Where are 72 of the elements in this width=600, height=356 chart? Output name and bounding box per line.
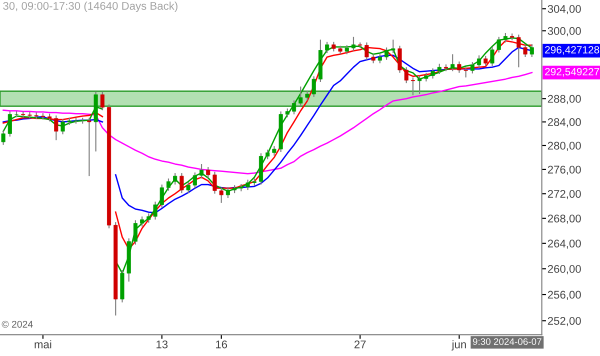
y-tick-label: 256,00 [548, 290, 581, 300]
chart-title: 30, 09:00-17:30 (14640 Days Back) [3, 2, 178, 12]
candlestick [378, 54, 382, 64]
x-tick-label: 13 [156, 340, 168, 348]
y-tick-label: 304,00 [548, 4, 581, 14]
y-tick-label: 260,00 [548, 265, 581, 274]
candlestick [166, 178, 171, 192]
y-tick-label: 280,00 [548, 142, 581, 151]
y-tick-label: 288,00 [548, 94, 581, 104]
candlestick [371, 54, 376, 64]
candlestick [173, 172, 178, 186]
candlestick [180, 172, 184, 194]
candlestick [516, 34, 521, 68]
candlestick [100, 91, 104, 111]
candlestick [60, 118, 65, 135]
candlestick [146, 212, 151, 224]
candlestick [404, 66, 408, 84]
candlestick [87, 117, 92, 177]
candlestick [246, 179, 250, 191]
candlestick [410, 76, 415, 96]
annotation: © 2024 [2, 320, 33, 328]
y-tick-label: 276,00 [548, 166, 581, 175]
candlestick [430, 68, 435, 80]
candlestick [140, 216, 144, 227]
x-tick-label: mai [34, 340, 52, 348]
candlestick [292, 100, 296, 115]
candlestick [212, 171, 217, 194]
candlestick [186, 182, 190, 194]
candlestick [226, 186, 230, 199]
text: 9:30 2024-06-07 [472, 338, 542, 345]
candlestick [384, 46, 389, 60]
candlestick [364, 42, 369, 60]
candlestick [332, 41, 336, 52]
candlestick [219, 187, 224, 204]
data-label: 292,549227 [545, 68, 600, 77]
candlestick [160, 184, 164, 208]
candlestick [266, 149, 270, 160]
candlestick [8, 110, 12, 138]
y-tick-label: 272,00 [548, 190, 581, 200]
candlestick [133, 220, 138, 246]
candlestick [398, 45, 402, 74]
candlestick [484, 55, 488, 67]
y-tick-label: 252,00 [548, 316, 581, 326]
x-tick-label: 16 [216, 340, 228, 348]
y-tick-label: 300,00 [548, 27, 581, 36]
candlestick [450, 54, 455, 72]
y-tick-label: 268,00 [548, 214, 581, 224]
candlestick [470, 62, 474, 74]
x-tick-label: jun [452, 340, 466, 351]
candlestick [28, 111, 32, 119]
candlestick [312, 76, 316, 98]
candlestick [192, 172, 197, 189]
candlestick [325, 41, 330, 54]
candlestick [305, 90, 310, 101]
candlestick [206, 166, 210, 178]
candlestick [457, 60, 462, 74]
y-tick-label: 284,00 [548, 118, 581, 128]
candlestick [298, 86, 303, 107]
candlestick [523, 44, 528, 58]
candlestick [437, 63, 442, 75]
x-tick-label: 27 [354, 340, 366, 348]
candlestick [199, 163, 204, 180]
candlestick [272, 146, 276, 156]
data-label: 296,427128 [545, 46, 600, 55]
y-tick-label: 264,00 [548, 240, 581, 249]
candlestick [153, 201, 158, 220]
candlestick [418, 75, 422, 95]
candlestick [490, 46, 494, 67]
line-series [2, 72, 533, 174]
candlestick [477, 54, 482, 68]
candlestick [54, 114, 58, 141]
candlestick [464, 66, 468, 78]
